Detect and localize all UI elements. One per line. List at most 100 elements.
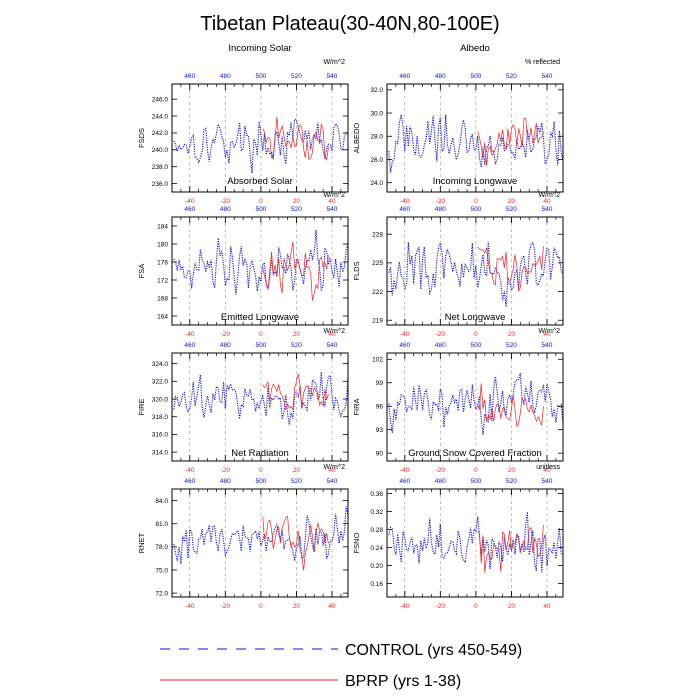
x-tick-label: -40 xyxy=(400,603,410,610)
panel-title: Net Radiation xyxy=(231,448,289,459)
x-tick-label: 0 xyxy=(259,331,263,338)
x-top-tick-label: 540 xyxy=(327,206,338,213)
series-bprp-line xyxy=(262,515,329,571)
series-control-line xyxy=(173,506,349,565)
x-tick-label: 0 xyxy=(259,198,263,205)
series-bprp-line xyxy=(477,117,544,166)
x-tick-label: 0 xyxy=(474,467,478,474)
x-top-tick-label: 480 xyxy=(435,478,446,485)
x-top-tick-label: 500 xyxy=(255,342,266,349)
series-bprp-line xyxy=(477,524,544,573)
panel-title: Incoming Longwave xyxy=(433,176,518,187)
panel-albedo: Albedo % reflected -40 -20 0 20 40 460 480 500 520… xyxy=(352,43,564,205)
x-tick-label: 0 xyxy=(259,603,263,610)
x-tick-label: 0 xyxy=(474,603,478,610)
y-tick-label: 184 xyxy=(157,223,168,230)
y-axis-label: FSDS xyxy=(137,128,146,148)
x-tick-label: 20 xyxy=(293,603,301,610)
x-top-tick-label: 480 xyxy=(435,206,446,213)
x-tick-label: 0 xyxy=(474,331,478,338)
panel-units: W/m^2 xyxy=(323,328,345,335)
panel-fire: Emitted Longwave W/m^2 -40 -20 0 20 40 460 480 50… xyxy=(137,312,349,474)
panel-fira: Net Longwave W/m^2 -40 -20 0 20 40 460 480 500 520… xyxy=(352,312,564,474)
y-tick-label: 0.20 xyxy=(370,563,383,570)
panel-units: W/m^2 xyxy=(323,59,345,66)
x-top-tick-label: 500 xyxy=(470,342,481,349)
x-tick-label: 20 xyxy=(293,467,301,474)
panel-fsno: Ground Snow Covered Fraction unitless -40 -… xyxy=(352,448,564,610)
x-tick-label: -40 xyxy=(400,198,410,205)
y-tick-label: 90 xyxy=(376,450,384,457)
y-tick-label: 93 xyxy=(376,427,384,434)
x-tick-label: 40 xyxy=(328,467,336,474)
x-top-tick-label: 520 xyxy=(506,342,517,349)
x-top-tick-label: 540 xyxy=(327,342,338,349)
y-tick-label: 30.0 xyxy=(370,110,383,117)
y-tick-label: 99 xyxy=(376,380,384,387)
y-tick-label: 78.0 xyxy=(155,544,168,551)
x-tick-label: 20 xyxy=(508,603,516,610)
x-tick-label: 0 xyxy=(474,198,478,205)
x-top-tick-label: 520 xyxy=(291,206,302,213)
y-tick-label: 24.0 xyxy=(370,180,383,187)
plot-frame xyxy=(171,352,349,462)
x-top-tick-label: 540 xyxy=(327,73,338,80)
x-top-tick-label: 520 xyxy=(291,73,302,80)
x-tick-label: -20 xyxy=(221,467,231,474)
x-tick-label: -40 xyxy=(400,331,410,338)
x-tick-label: -40 xyxy=(185,603,195,610)
y-tick-label: 164 xyxy=(157,313,168,320)
series-control-line xyxy=(388,511,564,573)
y-axis-label: FIRE xyxy=(137,398,146,415)
panel-title: Ground Snow Covered Fraction xyxy=(408,448,542,459)
series-bprp-line xyxy=(477,246,544,293)
y-tick-label: 176 xyxy=(157,259,168,266)
y-tick-label: 0.16 xyxy=(370,581,383,588)
y-tick-label: 242.0 xyxy=(152,130,169,137)
y-tick-label: 84.0 xyxy=(155,498,168,505)
y-tick-label: 75.0 xyxy=(155,567,168,574)
y-tick-label: 316.0 xyxy=(152,432,169,439)
y-axis-label: FSNO xyxy=(352,532,361,553)
x-tick-label: 40 xyxy=(543,467,551,474)
y-tick-label: 228 xyxy=(372,232,383,239)
x-tick-label: 20 xyxy=(508,198,516,205)
y-axis-label: FSA xyxy=(137,264,146,279)
y-tick-label: 81.0 xyxy=(155,521,168,528)
x-top-tick-label: 480 xyxy=(435,342,446,349)
y-tick-label: 246.0 xyxy=(152,96,169,103)
y-tick-label: 96 xyxy=(376,404,384,411)
panel-units: W/m^2 xyxy=(538,328,560,335)
x-tick-label: -20 xyxy=(436,198,446,205)
x-top-tick-label: 500 xyxy=(255,73,266,80)
y-axis-label: FLDS xyxy=(352,261,361,280)
x-tick-label: 20 xyxy=(293,198,301,205)
y-tick-label: 102 xyxy=(372,357,383,364)
y-tick-label: 322.0 xyxy=(152,379,169,386)
plot-frame xyxy=(386,352,564,462)
x-top-tick-label: 480 xyxy=(220,206,231,213)
x-top-tick-label: 460 xyxy=(399,73,410,80)
panel-units: W/m^2 xyxy=(323,464,345,471)
x-top-tick-label: 460 xyxy=(399,478,410,485)
x-tick-label: -20 xyxy=(221,603,231,610)
y-tick-label: 244.0 xyxy=(152,113,169,120)
x-tick-label: 40 xyxy=(543,331,551,338)
x-top-tick-label: 540 xyxy=(542,478,553,485)
plot-frame xyxy=(386,83,564,193)
series-bprp-line xyxy=(477,383,544,427)
x-top-tick-label: 540 xyxy=(542,206,553,213)
series-control-line xyxy=(388,114,564,173)
panel-title: Albedo xyxy=(460,43,490,54)
panel-title: Emitted Longwave xyxy=(221,312,299,323)
x-tick-label: -40 xyxy=(185,198,195,205)
panel-title: Incoming Solar xyxy=(228,43,291,54)
y-tick-label: 314.0 xyxy=(152,449,169,456)
series-bprp-line xyxy=(262,373,329,411)
series-bprp-line xyxy=(262,116,329,161)
figure-title: Tibetan Plateau(30-40N,80-100E) xyxy=(200,13,499,35)
plot-frame xyxy=(171,488,349,598)
series-control-line xyxy=(173,371,349,425)
x-top-tick-label: 480 xyxy=(220,478,231,485)
